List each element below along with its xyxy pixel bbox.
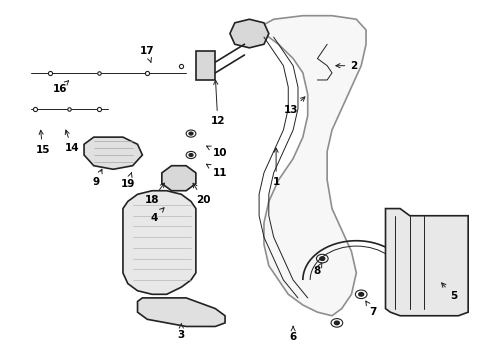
Text: 20: 20 [193, 183, 210, 204]
Text: 1: 1 [272, 148, 279, 187]
Text: 12: 12 [210, 80, 224, 126]
Polygon shape [254, 16, 366, 316]
Text: 15: 15 [36, 130, 50, 155]
Circle shape [334, 321, 339, 325]
Polygon shape [385, 208, 467, 316]
Text: 3: 3 [177, 324, 184, 341]
Text: 14: 14 [64, 130, 79, 153]
Text: 8: 8 [313, 263, 321, 276]
Circle shape [358, 293, 363, 296]
Circle shape [189, 154, 193, 157]
Polygon shape [229, 19, 268, 48]
Text: 2: 2 [335, 61, 357, 71]
Text: 5: 5 [441, 283, 456, 301]
Polygon shape [122, 191, 196, 294]
Text: 9: 9 [92, 169, 102, 187]
Text: 4: 4 [151, 208, 163, 222]
Polygon shape [196, 51, 215, 80]
Text: 18: 18 [144, 183, 164, 204]
Text: 11: 11 [206, 164, 227, 178]
Polygon shape [137, 298, 224, 327]
Circle shape [319, 257, 324, 260]
Polygon shape [162, 166, 196, 191]
Text: 6: 6 [289, 327, 296, 342]
Text: 10: 10 [206, 146, 227, 158]
Text: 7: 7 [365, 301, 376, 317]
Circle shape [189, 132, 193, 135]
Text: 16: 16 [52, 81, 68, 94]
Text: 17: 17 [140, 46, 154, 62]
Text: 13: 13 [283, 97, 305, 115]
Polygon shape [84, 137, 142, 169]
Text: 19: 19 [121, 173, 135, 189]
